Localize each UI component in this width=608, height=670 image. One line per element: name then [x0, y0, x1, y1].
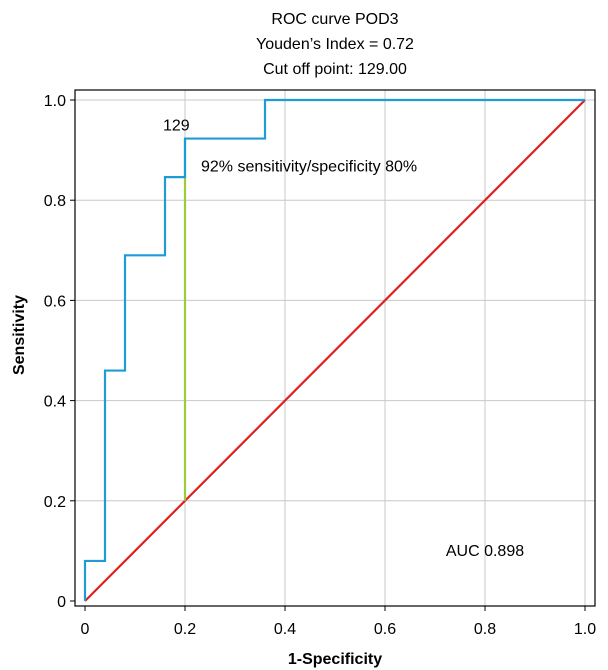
annotations: 129 92% sensitivity/specificity 80% AUC 0.… — [163, 118, 524, 560]
series-reference-line — [84, 99, 586, 602]
y-tick-label: 0.2 — [44, 494, 66, 511]
series-layer — [83, 98, 586, 602]
y-tick-label: 0 — [57, 594, 66, 611]
series-roc-line — [83, 98, 585, 601]
chart-title-line-1: ROC curve POD3 — [271, 11, 398, 28]
y-tick-label: 0.8 — [44, 193, 66, 210]
y-axis-title: Sensitivity — [11, 295, 28, 375]
x-tick-label: 1.0 — [574, 621, 596, 638]
x-tick-label: 0.4 — [274, 621, 296, 638]
cutoff-value-label: 129 — [163, 118, 190, 135]
x-tick-label: 0.6 — [374, 621, 396, 638]
x-axis-title: 1-Specificity — [288, 651, 382, 668]
plot-frame — [74, 89, 596, 607]
sensitivity-specificity-label: 92% sensitivity/specificity 80% — [201, 159, 417, 176]
ticks: 0 0.2 0.4 0.6 0.8 1.0 0 0.2 0.4 0.6 0.8 1.0 — [44, 93, 596, 638]
y-tick-label: 1.0 — [44, 93, 66, 110]
x-tick-label: 0.8 — [474, 621, 496, 638]
auc-label: AUC 0.898 — [446, 543, 524, 560]
chart-title-line-2: Youden’s Index = 0.72 — [256, 36, 414, 53]
chart-title-line-3: Cut off point: 129.00 — [263, 61, 407, 78]
y-tick-label: 0.4 — [44, 394, 66, 411]
x-tick-label: 0 — [81, 621, 90, 638]
x-tick-label: 0.2 — [174, 621, 196, 638]
y-tick-label: 0.6 — [44, 293, 66, 310]
